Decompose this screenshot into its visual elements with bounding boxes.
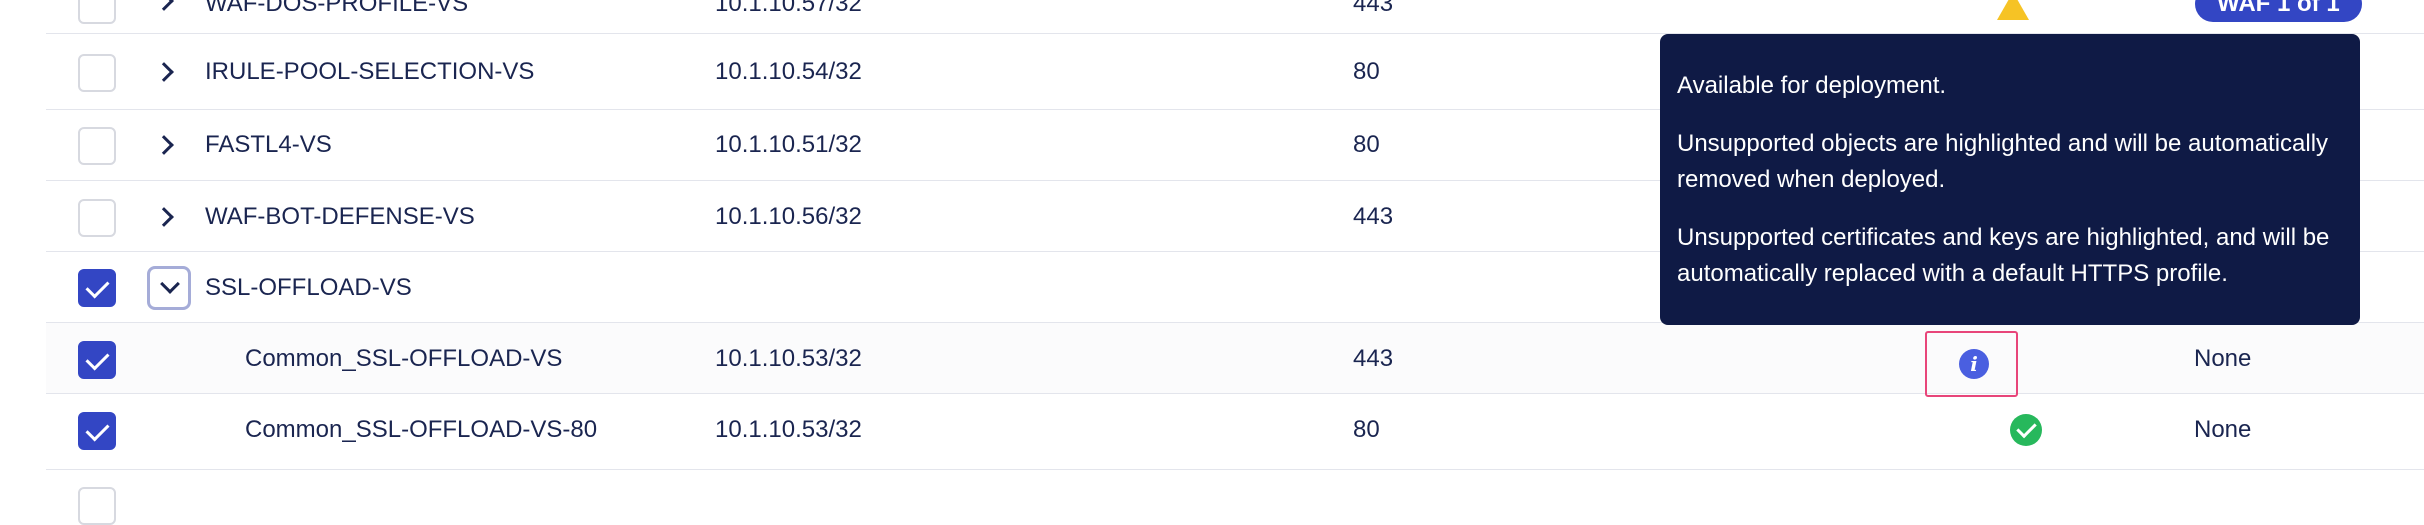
row-checkbox[interactable] bbox=[78, 412, 116, 450]
row-name: Common_SSL-OFFLOAD-VS-80 bbox=[245, 416, 598, 443]
row-checkbox[interactable] bbox=[78, 487, 116, 525]
row-port: 80 bbox=[1353, 58, 1380, 85]
table-row[interactable]: WAF-DOS-PROFILE-VS 10.1.10.57/32 443 WAF… bbox=[46, 0, 2424, 34]
row-address: 10.1.10.53/32 bbox=[715, 345, 862, 372]
row-port: 443 bbox=[1353, 203, 1394, 230]
chevron-right-icon[interactable] bbox=[154, 62, 174, 82]
table-row[interactable]: SSL-OFFLOAD-VS bbox=[46, 252, 2424, 323]
status-tooltip: Available for deployment. Unsupported ob… bbox=[1660, 34, 2360, 325]
waf-profile-badge[interactable]: WAF 1 of 1 bbox=[2195, 0, 2362, 22]
table-row[interactable] bbox=[46, 470, 2424, 525]
row-checkbox[interactable] bbox=[78, 127, 116, 165]
row-name: Common_SSL-OFFLOAD-VS bbox=[245, 345, 563, 372]
table-row[interactable]: Common_SSL-OFFLOAD-VS-80 10.1.10.53/32 8… bbox=[46, 394, 2424, 470]
info-icon-highlight[interactable]: i bbox=[1925, 331, 2018, 397]
row-address: 10.1.10.53/32 bbox=[715, 416, 862, 443]
row-address: 10.1.10.56/32 bbox=[715, 203, 862, 230]
check-circle-icon[interactable] bbox=[2010, 414, 2044, 448]
row-name: IRULE-POOL-SELECTION-VS bbox=[205, 58, 535, 85]
row-name: SSL-OFFLOAD-VS bbox=[205, 274, 412, 301]
row-port: 443 bbox=[1353, 0, 1394, 17]
row-profile: None bbox=[2194, 345, 2252, 372]
row-checkbox[interactable] bbox=[78, 54, 116, 92]
table-row[interactable]: FASTL4-VS 10.1.10.51/32 80 bbox=[46, 110, 2424, 181]
row-name: FASTL4-VS bbox=[205, 131, 332, 158]
row-address: 10.1.10.54/32 bbox=[715, 58, 862, 85]
row-port: 443 bbox=[1353, 345, 1394, 372]
tooltip-paragraph: Unsupported certificates and keys are hi… bbox=[1677, 224, 2330, 287]
tooltip-paragraph: Unsupported objects are highlighted and … bbox=[1677, 130, 2329, 193]
chevron-right-icon[interactable] bbox=[154, 0, 174, 11]
row-address: 10.1.10.51/32 bbox=[715, 131, 862, 158]
row-checkbox[interactable] bbox=[78, 199, 116, 237]
row-name: WAF-BOT-DEFENSE-VS bbox=[205, 203, 475, 230]
chevron-right-icon[interactable] bbox=[154, 135, 174, 155]
row-name: WAF-DOS-PROFILE-VS bbox=[205, 0, 469, 17]
warning-icon[interactable] bbox=[1997, 0, 2029, 20]
row-checkbox[interactable] bbox=[78, 0, 116, 24]
row-port: 80 bbox=[1353, 131, 1380, 158]
chevron-down-icon[interactable] bbox=[147, 266, 191, 310]
tooltip-paragraph: Available for deployment. bbox=[1677, 72, 1947, 99]
row-profile: None bbox=[2194, 416, 2252, 443]
row-port: 80 bbox=[1353, 416, 1380, 443]
table-row[interactable]: IRULE-POOL-SELECTION-VS 10.1.10.54/32 80 bbox=[46, 34, 2424, 110]
table-row[interactable]: Common_SSL-OFFLOAD-VS 10.1.10.53/32 443 … bbox=[46, 323, 2424, 394]
table-row[interactable]: WAF-BOT-DEFENSE-VS 10.1.10.56/32 443 bbox=[46, 181, 2424, 252]
info-icon[interactable]: i bbox=[1959, 349, 1989, 379]
virtual-servers-table: WAF-DOS-PROFILE-VS 10.1.10.57/32 443 WAF… bbox=[46, 0, 2424, 525]
chevron-right-icon[interactable] bbox=[154, 207, 174, 227]
row-checkbox[interactable] bbox=[78, 341, 116, 379]
row-checkbox[interactable] bbox=[78, 269, 116, 307]
row-address: 10.1.10.57/32 bbox=[715, 0, 862, 17]
